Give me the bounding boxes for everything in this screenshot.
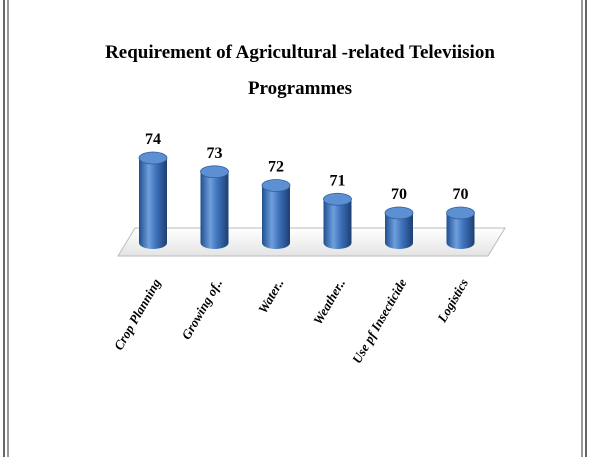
bar — [139, 158, 167, 249]
value-label: 74 — [145, 131, 161, 148]
bar — [446, 213, 475, 249]
bar-top — [261, 179, 291, 192]
chart-title: Programmes — [248, 78, 352, 99]
value-label: 73 — [207, 145, 223, 162]
bar — [262, 185, 290, 249]
value-label: 70 — [453, 186, 469, 203]
value-label: 71 — [330, 172, 346, 189]
bar-top — [384, 206, 414, 220]
bar-top — [446, 206, 475, 220]
bar — [323, 199, 352, 249]
bar-top — [200, 165, 229, 179]
bar — [385, 213, 413, 249]
chart-title: Requirement of Agricultural -related Tel… — [105, 42, 495, 63]
bar-top — [138, 151, 168, 165]
bar-top — [323, 192, 352, 206]
bar — [200, 171, 229, 249]
value-label: 72 — [268, 159, 284, 176]
value-label: 70 — [391, 186, 407, 203]
